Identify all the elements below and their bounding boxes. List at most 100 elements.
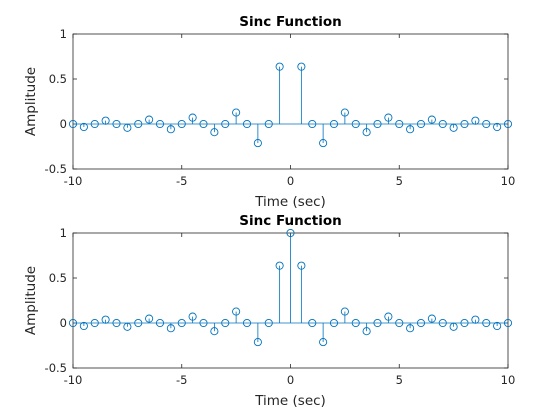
stem-marker [275,62,284,71]
stem-marker [253,139,262,148]
x-tick-label: 0 [287,373,294,387]
subplot-1: -10 -5 0 5 10 -0.5 0 0.5 1 Sinc Function Time (sec… [23,14,515,210]
stem-marker [188,312,197,321]
x-axis-label: Time (sec) [254,393,326,409]
stem-marker [68,318,78,328]
x-tick-label: -10 [64,373,83,387]
stem-marker [395,318,404,328]
stem-marker [199,318,208,328]
stem-marker [329,119,339,129]
stem-marker [427,115,436,124]
chart-title: Sinc Function [239,213,341,229]
y-axis-label: Amplitude [23,266,39,335]
stem-marker [438,318,447,328]
stem-marker [329,318,339,328]
x-tick-label: 10 [501,373,516,387]
stem-marker [145,314,154,323]
stem-marker [384,312,393,321]
stem-marker [199,119,208,129]
stem-marker [427,314,436,323]
stem-marker [177,318,186,328]
y-tick-label: 1 [60,226,67,240]
x-tick-label: 10 [501,174,516,188]
stem-marker [242,318,252,328]
y-axis-label: Amplitude [23,67,39,136]
stem-marker [275,261,284,270]
y-tick-label: 0 [60,316,67,330]
stem-marker [134,318,143,328]
stem-marker [416,119,426,129]
stem-marker [319,139,328,148]
stem-marker [166,324,175,333]
stem-marker [210,327,219,336]
stem-marker [471,315,480,324]
stem-marker [123,123,132,132]
stem-marker [384,113,393,122]
stem-marker [503,119,513,129]
x-tick-label: 0 [287,174,294,188]
stem-marker [232,108,241,117]
stem-marker [449,322,458,331]
stem-marker [493,122,502,132]
stem-marker [264,119,273,129]
stem-marker [210,128,219,137]
stem-marker [123,322,132,331]
stem-marker [112,119,121,129]
stem-marker [253,338,262,347]
stem-marker [286,228,295,238]
stem-marker [90,318,99,328]
x-axis-label: Time (sec) [254,194,326,210]
stem-marker [351,318,360,328]
stem-marker [449,123,458,132]
stem-marker [438,119,447,129]
stem-marker [155,318,165,328]
y-tick-label: -0.5 [45,162,67,176]
stem-marker [493,321,502,331]
stem-marker [308,318,317,328]
stem-marker [166,125,175,134]
stem-marker [297,62,306,71]
stem-marker [503,318,513,328]
chart-title: Sinc Function [239,14,341,30]
stem-marker [362,327,371,336]
stem-marker [221,318,230,328]
stem-marker [188,113,197,122]
stem-marker [221,119,230,129]
stem-marker [101,315,110,324]
stem-marker [395,119,404,129]
stem-marker [134,119,143,129]
x-tick-label: 5 [396,174,403,188]
stem-marker [155,119,165,129]
stem-marker [297,261,306,270]
y-tick-label: 0.5 [49,72,67,86]
stem-marker [482,318,491,328]
stem-marker [90,119,99,129]
x-tick-label: 5 [396,373,403,387]
x-tick-label: -5 [176,174,187,188]
stem-marker [145,115,154,124]
y-tick-label: 0 [60,117,67,131]
stem-marker [340,307,349,316]
stem-marker [482,119,491,129]
x-tick-label: -5 [176,373,187,387]
stem-marker [232,307,241,316]
stem-marker [308,119,317,129]
stem-marker [373,318,382,328]
stem-marker [351,119,360,129]
x-tick-label: -10 [64,174,83,188]
stem-marker [68,119,78,129]
stem-marker [362,128,371,137]
stem-marker [406,324,415,333]
stem-marker [460,119,469,129]
subplot-2: -10 -5 0 5 10 -0.5 0 0.5 1 Sinc Function Time (sec… [23,213,515,409]
stem-marker [460,318,469,328]
stem-marker [242,119,252,129]
stem-marker [79,321,88,331]
stem-marker [177,119,186,129]
stem-marker [471,116,480,125]
stem-marker [319,338,328,347]
y-tick-label: 1 [60,27,67,41]
stem-marker [340,108,349,117]
stem-marker [101,116,110,125]
